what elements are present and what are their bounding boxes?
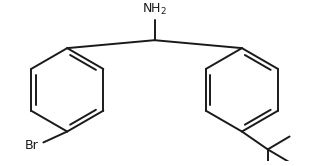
Text: NH$_2$: NH$_2$ [142,2,167,17]
Text: Br: Br [25,139,38,152]
